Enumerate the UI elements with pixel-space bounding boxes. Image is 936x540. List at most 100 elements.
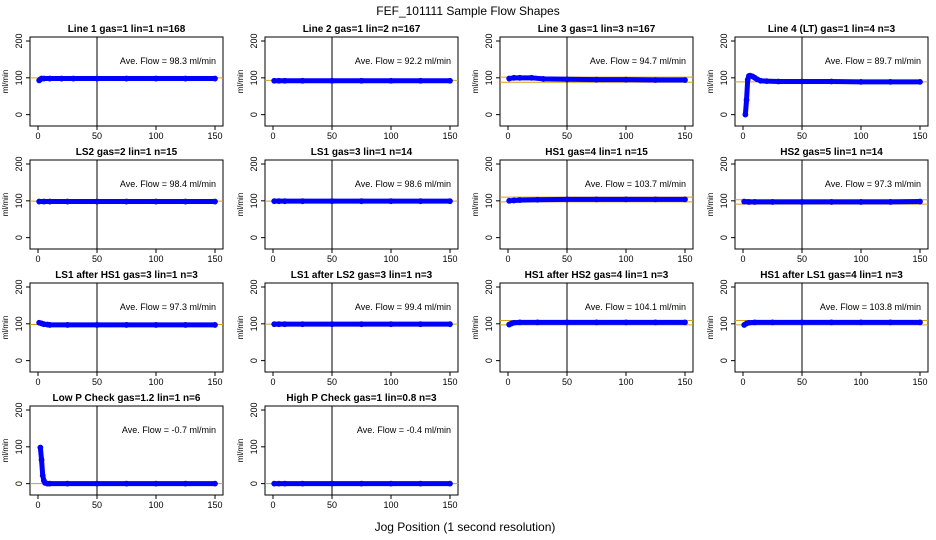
data-point — [564, 319, 570, 326]
data-point — [769, 199, 776, 205]
data-point — [593, 319, 600, 326]
x-tick-label: 0 — [740, 131, 745, 141]
plot-frame — [264, 159, 459, 250]
x-tick-label: 100 — [148, 500, 163, 510]
figure-x-axis-label: Jog Position (1 second resolution) — [375, 520, 556, 534]
data-point — [511, 197, 517, 204]
y-tick-label: 0 — [484, 358, 494, 363]
chart-panel: Line 4 (LT) gas=1 lin=4 n=3 Ave. Flow = 8… — [706, 24, 929, 141]
plot-frame — [29, 405, 224, 496]
data-point — [751, 319, 758, 326]
plot-frame — [499, 282, 694, 373]
data-point — [38, 456, 45, 463]
data-point — [858, 319, 864, 326]
data-point — [212, 322, 218, 328]
plot-frame — [29, 282, 224, 373]
data-point — [623, 196, 629, 203]
panel-title: Low P Check gas=1.2 lin=1 n=6 — [53, 393, 201, 404]
average-flow-label: Ave. Flow = 89.7 ml/min — [825, 56, 921, 66]
x-tick-label: 100 — [383, 377, 398, 387]
y-axis-label: ml/min — [1, 439, 10, 463]
average-flow-label: Ave. Flow = -0.7 ml/min — [122, 425, 216, 435]
data-point — [682, 77, 688, 83]
data-point — [182, 322, 189, 328]
x-tick-label: 100 — [383, 131, 398, 141]
x-tick-label: 50 — [797, 377, 807, 387]
data-point — [299, 198, 306, 205]
average-flow-label: Ave. Flow = 98.4 ml/min — [120, 179, 216, 189]
y-tick-label: 100 — [484, 193, 494, 208]
y-tick-label: 200 — [14, 402, 24, 417]
x-tick-label: 0 — [270, 500, 275, 510]
data-point — [281, 77, 288, 84]
x-tick-label: 150 — [442, 377, 457, 387]
x-tick-label: 100 — [148, 254, 163, 264]
chart-panel: Line 2 gas=1 lin=2 n=167 Ave. Flow = 92.2… — [236, 24, 459, 141]
data-point — [94, 198, 100, 205]
data-series-band — [37, 445, 218, 487]
data-point — [64, 198, 71, 205]
y-axis-label: ml/min — [236, 70, 245, 94]
data-point — [153, 198, 159, 205]
plot-frame — [264, 282, 459, 373]
data-point — [281, 198, 288, 205]
data-point — [743, 97, 750, 103]
average-flow-label: Ave. Flow = 103.7 ml/min — [585, 179, 686, 189]
x-tick-label: 150 — [677, 377, 692, 387]
data-point — [94, 480, 100, 487]
data-point — [299, 321, 306, 328]
data-point — [44, 480, 51, 487]
chart-panel: LS1 after HS1 gas=3 lin=1 n=3 Ave. Flow =… — [1, 270, 224, 387]
y-tick-label: 100 — [14, 316, 24, 331]
figure-title: FEF_101111 Sample Flow Shapes — [376, 4, 559, 18]
data-point — [516, 319, 523, 326]
data-point — [123, 75, 130, 82]
data-point — [182, 480, 189, 487]
data-point — [769, 319, 776, 326]
x-tick-label: 150 — [442, 254, 457, 264]
data-point — [858, 199, 864, 205]
panel-title: HS2 gas=5 lin=1 n=14 — [780, 147, 883, 158]
y-tick-label: 100 — [719, 70, 729, 85]
data-point — [299, 77, 306, 84]
data-point — [388, 198, 394, 205]
x-tick-label: 50 — [327, 254, 337, 264]
x-tick-label: 100 — [148, 377, 163, 387]
data-point — [564, 76, 570, 83]
panel-title: High P Check gas=1 lin=0.8 n=3 — [286, 393, 437, 404]
data-point — [417, 77, 424, 84]
x-tick-label: 50 — [562, 131, 572, 141]
y-tick-label: 0 — [719, 358, 729, 363]
x-tick-label: 100 — [853, 377, 868, 387]
plot-frame — [264, 405, 459, 496]
x-tick-label: 150 — [207, 131, 222, 141]
data-point — [742, 111, 749, 118]
data-point — [212, 480, 218, 487]
y-tick-label: 200 — [484, 156, 494, 171]
data-point — [64, 322, 71, 328]
data-point — [511, 319, 517, 326]
y-tick-label: 200 — [719, 156, 729, 171]
data-point — [46, 322, 53, 328]
y-axis-label: ml/min — [471, 193, 480, 217]
chart-panel: Line 1 gas=1 lin=1 n=168 Ave. Flow = 98.3… — [1, 24, 224, 141]
x-tick-label: 150 — [442, 131, 457, 141]
data-point — [329, 321, 335, 328]
data-point — [94, 75, 100, 82]
panel-title: Line 2 gas=1 lin=2 n=167 — [303, 24, 421, 35]
y-tick-label: 100 — [14, 439, 24, 454]
plot-frame — [29, 36, 224, 127]
data-point — [281, 480, 288, 487]
y-tick-label: 0 — [719, 112, 729, 117]
data-point — [329, 77, 335, 84]
x-tick-label: 100 — [618, 131, 633, 141]
x-tick-label: 0 — [35, 131, 40, 141]
data-point — [534, 319, 541, 326]
y-tick-label: 0 — [14, 481, 24, 486]
average-flow-label: Ave. Flow = 103.8 ml/min — [820, 302, 921, 312]
x-tick-label: 0 — [35, 500, 40, 510]
panel-title: LS1 after LS2 gas=3 lin=1 n=3 — [291, 270, 433, 281]
x-tick-label: 0 — [35, 377, 40, 387]
x-tick-label: 150 — [207, 500, 222, 510]
y-tick-label: 200 — [249, 402, 259, 417]
